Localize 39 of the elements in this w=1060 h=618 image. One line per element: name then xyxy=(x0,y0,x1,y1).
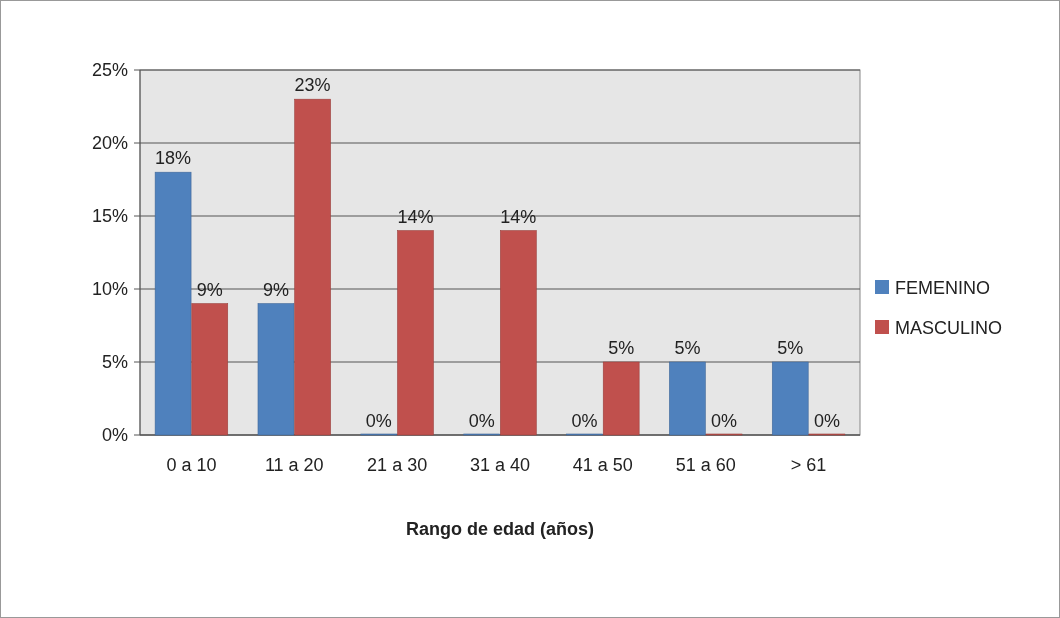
data-label: 0% xyxy=(711,411,738,431)
y-tick-label: 20% xyxy=(91,133,128,154)
data-label: 9% xyxy=(196,279,223,300)
x-tick-label: 51 a 60 xyxy=(675,455,736,475)
legend-label: FEMENINO xyxy=(895,278,991,299)
data-label: 14% xyxy=(500,206,537,227)
data-label: 23% xyxy=(294,75,331,96)
bar xyxy=(154,171,192,436)
bar xyxy=(669,361,706,436)
bar xyxy=(771,361,809,436)
data-label: 0% xyxy=(813,411,840,431)
data-label: 5% xyxy=(777,338,804,358)
y-tick-label: 10% xyxy=(91,279,128,300)
data-label: 0% xyxy=(365,411,392,431)
bar xyxy=(397,230,434,436)
x-tick-label: 11 a 20 xyxy=(264,455,324,475)
y-tick-label: 0% xyxy=(101,425,128,446)
y-tick-label: 5% xyxy=(101,352,128,373)
data-label: 0% xyxy=(571,411,598,431)
data-label: 9% xyxy=(262,279,289,300)
x-tick-label: 31 a 40 xyxy=(469,455,531,475)
bar xyxy=(257,303,295,436)
x-tick-label: 0 a 10 xyxy=(166,455,217,475)
x-tick-label: 21 a 30 xyxy=(367,455,428,475)
y-tick-label: 15% xyxy=(91,206,128,227)
data-label: 5% xyxy=(608,338,635,358)
data-label: 18% xyxy=(155,148,192,169)
x-axis-title: Rango de edad (años) xyxy=(405,519,595,539)
bar xyxy=(191,303,229,436)
bar xyxy=(500,230,537,436)
x-tick-label: 41 a 50 xyxy=(572,455,633,475)
bar xyxy=(294,98,331,436)
legend-label: MASCULINO xyxy=(895,318,1003,339)
y-tick-label: 25% xyxy=(91,60,128,81)
data-label: 5% xyxy=(674,338,701,358)
x-tick-label: > 61 xyxy=(790,455,827,475)
bar xyxy=(602,361,640,436)
data-label: 14% xyxy=(397,206,434,227)
data-label: 0% xyxy=(468,411,495,431)
